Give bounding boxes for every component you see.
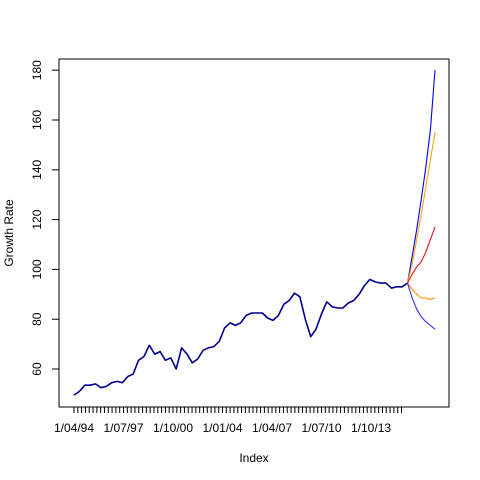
y-tick-label: 100 [30,259,44,279]
y-axis: 60 80 100 120 140 160 180 [30,60,60,376]
y-tick-label: 120 [30,209,44,229]
forecast-line-5 [406,282,436,330]
series-lines [73,70,436,396]
x-tick-label: 1/07/97 [103,421,143,435]
forecast-line-1 [406,70,436,284]
y-tick-label: 60 [30,362,44,376]
x-tick-label: 1/07/10 [301,421,341,435]
x-tick-label: 1/01/04 [202,421,242,435]
y-tick-label: 160 [30,110,44,130]
forecast-line-2 [406,132,436,284]
forecast-line-4 [407,282,436,300]
y-tick-label: 80 [30,312,44,326]
x-axis-label: Index [239,451,268,465]
x-tick-label: 1/10/00 [153,421,193,435]
x-tick-labels: 1/04/94 1/07/97 1/10/00 1/01/04 1/04/07 1/07/… [54,421,391,435]
history-line [73,278,408,396]
x-tick-label: 1/04/07 [252,421,292,435]
y-axis-label: Growth Rate [2,199,16,267]
y-tick-label: 140 [30,159,44,179]
history-tick-marks [73,407,402,413]
x-tick-label: 1/04/94 [54,421,94,435]
y-tick-label: 180 [30,60,44,80]
x-tick-label: 1/10/13 [351,421,391,435]
forecast-line-3 [407,226,436,284]
